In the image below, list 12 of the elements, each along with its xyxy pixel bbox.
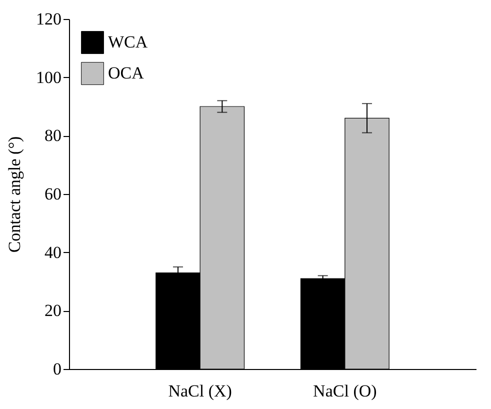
y-tick-label: 120 xyxy=(36,10,62,28)
legend-label: WCA xyxy=(108,32,148,52)
x-tick-label: NaCl (X) xyxy=(168,382,232,400)
y-tick-label: 0 xyxy=(53,360,62,378)
legend-label: OCA xyxy=(108,64,145,82)
y-tick-label: 100 xyxy=(36,68,62,87)
x-tick-label: NaCl (O) xyxy=(313,382,377,400)
y-tick-label: 60 xyxy=(44,184,62,204)
y-axis-title: Contact angle (°) xyxy=(5,136,24,253)
y-tick-label: 20 xyxy=(44,301,62,320)
y-tick-label: 80 xyxy=(44,126,62,146)
y-tick-label: 40 xyxy=(44,242,62,262)
